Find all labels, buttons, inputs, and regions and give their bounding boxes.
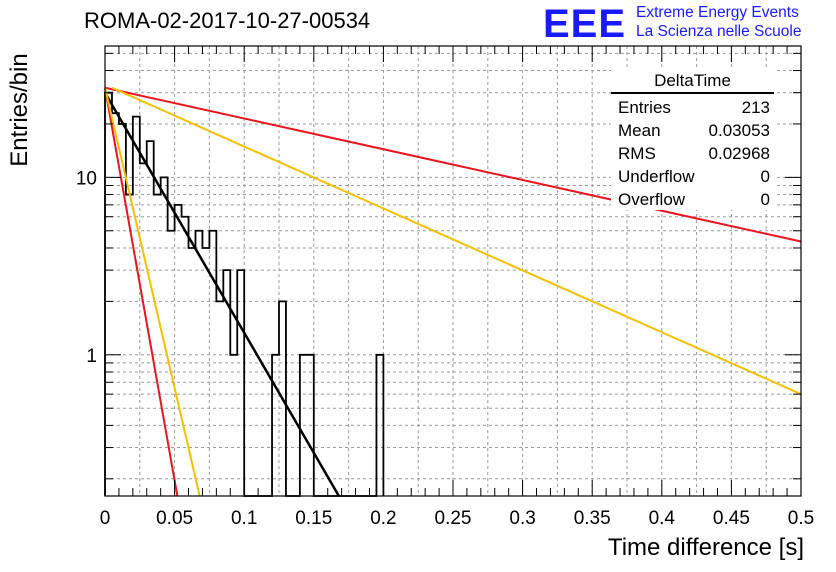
y-tick-label: 10 xyxy=(76,168,97,189)
stats-value: 0 xyxy=(760,190,770,209)
fit-line xyxy=(103,92,340,497)
stats-title: DeltaTime xyxy=(611,70,774,94)
stats-label: Mean xyxy=(618,121,661,140)
stats-value: 0.02968 xyxy=(708,144,770,163)
fit-line xyxy=(104,87,201,497)
stats-row: Overflow 0 xyxy=(611,188,774,211)
x-tick-label: 0.05 xyxy=(156,508,193,529)
stats-label: Overflow xyxy=(618,190,686,209)
histogram-bins xyxy=(104,91,385,497)
y-axis-label: Entries/bin xyxy=(6,53,33,167)
stats-row: Underflow 0 xyxy=(611,165,774,188)
x-axis-label: Time difference [s] xyxy=(607,534,804,561)
x-tick-label: 0.2 xyxy=(370,508,396,529)
stats-row: Entries 213 xyxy=(611,96,774,119)
run-title: ROMA-02-2017-10-27-00534 xyxy=(84,8,371,33)
stats-label: Underflow xyxy=(618,167,695,186)
x-tick-label: 0.25 xyxy=(435,508,472,529)
eee-logo: EEE xyxy=(543,2,627,46)
x-tick-label: 0 xyxy=(100,508,111,529)
stats-row: RMS 0.02968 xyxy=(611,142,774,165)
logo-line-1: Extreme Energy Events xyxy=(636,4,799,21)
stats-row: Mean 0.03053 xyxy=(611,119,774,142)
stats-value: 0.03053 xyxy=(708,121,770,140)
stats-label: RMS xyxy=(618,144,656,163)
y-axis-ticks: 1 10 xyxy=(76,52,801,480)
stats-value: 0 xyxy=(760,167,770,186)
stats-label: Entries xyxy=(618,98,671,117)
x-axis-ticks: 0 0.05 0.1 0.15 0.2 0.25 0.3 0.35 0.4 0.45 0.5 xyxy=(100,46,814,529)
x-tick-label: 0.1 xyxy=(231,508,257,529)
fit-lines xyxy=(103,86,802,497)
x-tick-label: 0.4 xyxy=(649,508,676,529)
logo-line-2: La Scienza nelle Scuole xyxy=(636,23,802,40)
histogram-outline xyxy=(104,91,385,497)
stats-value: 213 xyxy=(741,98,770,117)
x-tick-label: 0.35 xyxy=(574,508,611,529)
y-tick-label: 1 xyxy=(86,346,97,367)
fit-line xyxy=(104,87,179,497)
fit-line xyxy=(104,86,802,243)
stats-box: DeltaTime Entries 213 Mean 0.03053 RMS 0.02… xyxy=(611,70,774,210)
x-tick-label: 0.5 xyxy=(788,508,814,529)
x-tick-label: 0.3 xyxy=(509,508,535,529)
x-tick-label: 0.15 xyxy=(295,508,332,529)
x-tick-label: 0.45 xyxy=(713,508,750,529)
fit-line xyxy=(111,86,802,396)
